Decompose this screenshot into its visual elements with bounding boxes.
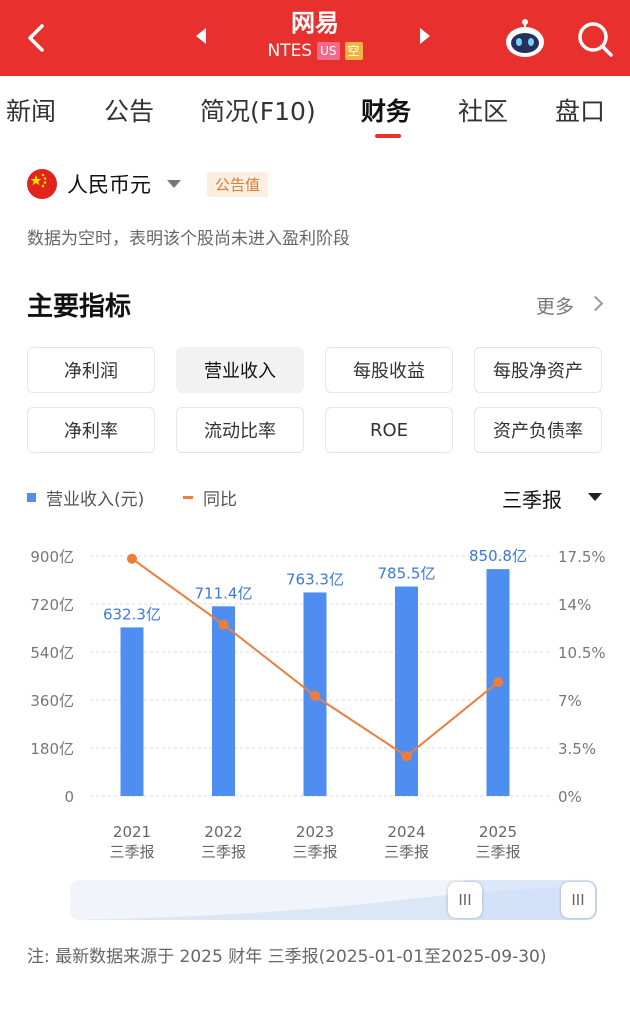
revenue-bar: [395, 586, 418, 796]
next-stock-icon[interactable]: [420, 28, 430, 44]
yoy-point: [401, 751, 412, 762]
bar-value-label: 785.5亿: [378, 565, 436, 583]
range-slider-track[interactable]: [70, 880, 597, 920]
stock-ticker: NTES: [267, 41, 313, 61]
metric-roe[interactable]: ROE: [325, 407, 453, 453]
active-tab-indicator: [375, 134, 401, 138]
section-title: 主要指标: [27, 292, 132, 322]
y-right-tick-label: 0%: [558, 788, 582, 806]
legend-bar-swatch: [27, 493, 36, 502]
empty-data-notice: 数据为空时，表明该个股尚未进入盈利阶段: [27, 229, 350, 249]
y-right-tick-label: 7%: [558, 692, 582, 710]
china-flag-icon: [27, 169, 57, 199]
previous-stock-icon[interactable]: [196, 28, 206, 44]
tab-news[interactable]: 新闻: [6, 97, 57, 126]
y-right-tick-label: 3.5%: [558, 740, 596, 758]
top-bar: 网易 NTES US 空: [0, 0, 630, 76]
tab-community[interactable]: 社区: [458, 97, 509, 126]
metric-bvps[interactable]: 每股净资产: [474, 347, 602, 393]
legend-line: 同比: [183, 485, 237, 510]
legend-bar-label: 营业收入(元): [46, 490, 145, 510]
data-source-footnote: 注: 最新数据来源于 2025 财年 三季报(2025-01-01至2025-0…: [27, 947, 547, 967]
revenue-chart: 0 0% 180亿 3.5% 360亿 7% 540亿 10.5% 720亿 14% 900亿 17.…: [30, 547, 606, 861]
x-tick-period: 三季报: [109, 843, 154, 861]
bar-value-label: 711.4亿: [195, 584, 253, 602]
bar-value-label: 763.3亿: [286, 570, 344, 588]
chevron-down-icon: [167, 180, 181, 188]
back-arrow-icon[interactable]: [18, 18, 58, 58]
tab-order-book[interactable]: 盘口: [555, 97, 606, 126]
metric-current-ratio[interactable]: 流动比率: [176, 407, 304, 453]
revenue-bar: [212, 606, 235, 796]
x-tick-year: 2022: [204, 823, 242, 841]
x-tick-period: 三季报: [292, 843, 337, 861]
period-dropdown-icon[interactable]: [588, 493, 602, 501]
x-tick-year: 2025: [479, 823, 517, 841]
yoy-point: [127, 553, 137, 564]
legend-line-label: 同比: [203, 490, 237, 510]
x-tick-year: 2024: [387, 823, 425, 841]
search-icon[interactable]: [574, 18, 616, 60]
x-tick-year: 2021: [113, 823, 151, 841]
currency-selector[interactable]: 人民币元 公告值: [27, 168, 269, 200]
metric-net-margin[interactable]: 净利率: [27, 407, 155, 453]
slider-handle-left[interactable]: III: [448, 882, 482, 918]
market-badge: US: [317, 42, 340, 60]
tab-finance[interactable]: 财务: [361, 97, 412, 126]
y-right-tick-label: 14%: [558, 596, 591, 614]
legend-bar: 营业收入(元): [27, 485, 144, 510]
tab-bar: 新闻 公告 简况(F10) 财务 社区 盘口: [0, 86, 630, 136]
yoy-point: [218, 619, 229, 630]
revenue-bar: [120, 627, 144, 796]
announcement-value-badge: 公告值: [207, 171, 269, 197]
x-tick-period: 三季报: [475, 843, 520, 861]
robot-assistant-icon[interactable]: [502, 16, 548, 62]
y-left-tick-label: 720亿: [30, 596, 74, 614]
x-tick-period: 三季报: [384, 843, 429, 861]
y-left-tick-label: 0: [64, 788, 74, 806]
stock-title-block: 网易 NTES US 空: [0, 8, 630, 62]
x-tick-year: 2023: [296, 823, 334, 841]
range-slider-sparkline: [70, 880, 597, 920]
x-tick-period: 三季报: [201, 843, 246, 861]
stock-name: 网易: [291, 9, 339, 37]
y-right-tick-label: 17.5%: [558, 548, 606, 566]
metric-net-profit[interactable]: 净利润: [27, 347, 155, 393]
bar-value-label: 850.8亿: [469, 547, 527, 565]
short-badge: 空: [344, 42, 363, 60]
y-left-tick-label: 540亿: [30, 644, 74, 662]
metric-debt-ratio[interactable]: 资产负债率: [474, 407, 602, 453]
chevron-right-icon[interactable]: [587, 295, 604, 312]
metric-eps[interactable]: 每股收益: [325, 347, 453, 393]
metric-revenue[interactable]: 营业收入: [176, 347, 304, 393]
legend-line-swatch: [183, 496, 193, 499]
y-left-tick-label: 180亿: [30, 740, 74, 758]
tab-announcements[interactable]: 公告: [104, 97, 155, 126]
y-right-tick-label: 10.5%: [558, 644, 606, 662]
more-link[interactable]: 更多: [536, 296, 575, 318]
yoy-point: [310, 690, 320, 701]
bar-value-label: 632.3亿: [103, 605, 161, 623]
slider-handle-right[interactable]: III: [561, 882, 595, 918]
currency-label: 人民币元: [67, 173, 151, 197]
y-left-tick-label: 360亿: [30, 692, 74, 710]
y-left-tick-label: 900亿: [30, 548, 74, 566]
yoy-point: [493, 677, 503, 688]
period-selector[interactable]: 三季报: [502, 488, 562, 512]
tab-f10[interactable]: 简况(F10): [200, 97, 316, 126]
